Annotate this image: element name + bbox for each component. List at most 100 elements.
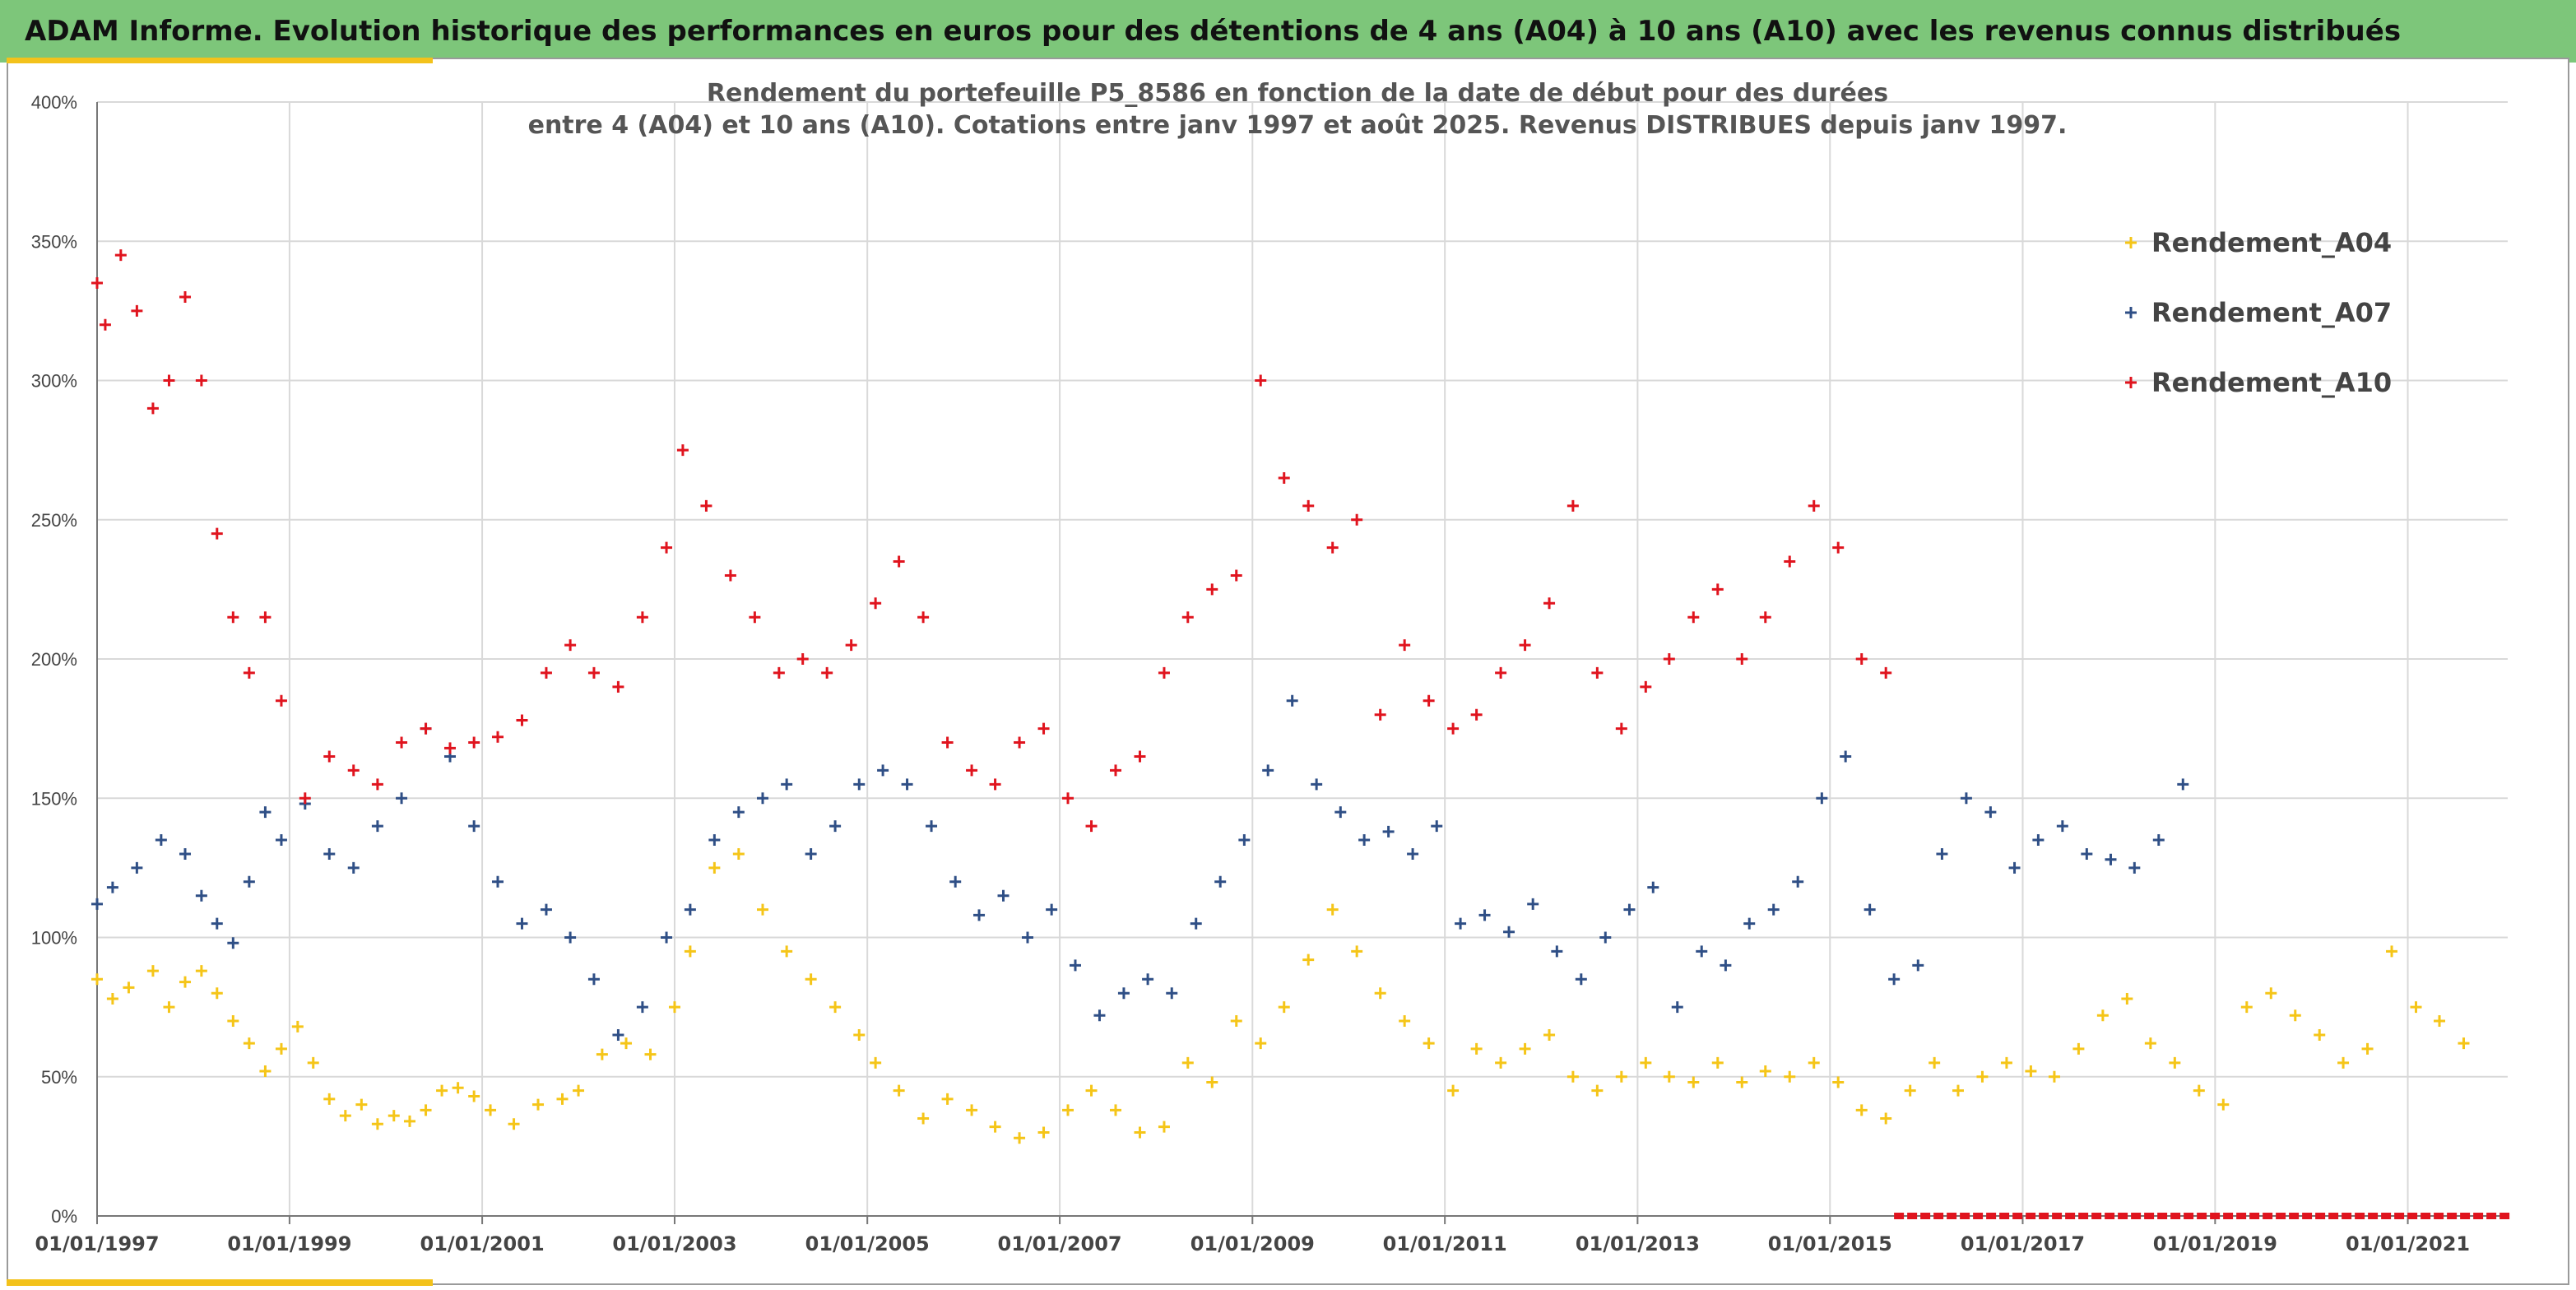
- rendement-a10-point: [1110, 764, 1121, 777]
- rendement-a07-point: [468, 820, 480, 833]
- rendement-a10-point: [1736, 653, 1748, 665]
- rendement-a07-point: [1478, 909, 1491, 921]
- rendement-a04-point: [1423, 1037, 1435, 1050]
- rendement-a10-point: [1037, 722, 1050, 735]
- rendement-a07-point: [131, 861, 143, 874]
- rendement-a07-point: [1166, 987, 1178, 1000]
- rendement-a10-point: [396, 736, 408, 749]
- rendement-a04-point: [853, 1028, 866, 1041]
- rendement-a04-point: [1255, 1037, 1267, 1050]
- rendement-a10-point: [749, 611, 761, 624]
- rendement-a07-point: [1117, 987, 1130, 1000]
- rendement-a07-point: [612, 1028, 624, 1041]
- rendement-a04-point: [106, 992, 118, 1005]
- chart-title-line-2: entre 4 (A04) et 10 ans (A10). Cotations…: [528, 111, 2068, 140]
- rendement-a10-point: [587, 666, 600, 679]
- rendement-a10-point: [323, 750, 336, 763]
- rendement-a07-point: [1262, 764, 1274, 777]
- rendement-a07-point: [853, 778, 866, 791]
- rendement-a10-point: [661, 541, 673, 554]
- rendement-a07-point: [1551, 945, 1563, 958]
- rendement-a04-point: [1808, 1056, 1820, 1069]
- y-tick-label: 0%: [51, 1206, 77, 1227]
- rendement-a04-point: [1110, 1104, 1121, 1116]
- rendement-a10-point: [1808, 499, 1820, 512]
- rendement-a07-point: [1190, 917, 1202, 930]
- rendement-a10-point: [243, 666, 255, 679]
- rendement-a10-point: [1615, 722, 1627, 735]
- rendement-a07-point: [1767, 903, 1780, 916]
- rendement-a10-point: [1447, 722, 1460, 735]
- rendement-a07-point: [1358, 834, 1371, 847]
- rendement-a04-point: [2410, 1001, 2422, 1014]
- rendement-a04-point: [1206, 1076, 1218, 1088]
- rendement-a07-point: [1696, 945, 1708, 958]
- rendement-a10-point: [1085, 820, 1098, 833]
- rendement-a10-point: [612, 680, 624, 693]
- rendement-a07-point: [1142, 973, 1154, 986]
- x-tick-label: 01/01/2013: [1576, 1232, 1700, 1255]
- rendement-a04-point: [485, 1104, 497, 1116]
- rendement-a10-point: [1278, 471, 1290, 484]
- rendement-a04-point: [2217, 1098, 2230, 1111]
- rendement-a04-point: [227, 1015, 239, 1028]
- rendement-a10-point: [371, 778, 383, 791]
- report-banner: ADAM Informe. Evolution historique des p…: [0, 0, 2576, 63]
- rendement-a07-point: [1527, 898, 1539, 910]
- rendement-a10-point: [468, 736, 480, 749]
- rendement-a07-point: [1575, 973, 1587, 986]
- rendement-a07-point: [2081, 847, 2093, 860]
- rendement-a10-point: [1519, 639, 1531, 652]
- rendement-a04-point: [1062, 1104, 1074, 1116]
- chart-grid: [96, 101, 2508, 1217]
- rendement-a04-point: [1374, 987, 1386, 1000]
- rendement-a07-point: [2056, 820, 2068, 833]
- rendement-a04-point: [620, 1037, 633, 1050]
- rendement-a10-point: [1326, 541, 1339, 554]
- rendement-a04-point: [2289, 1009, 2301, 1022]
- rendement-a07-point: [211, 917, 223, 930]
- y-tick-label: 350%: [31, 231, 77, 252]
- rendement-a04-point: [339, 1110, 351, 1122]
- rendement-a10-point: [163, 374, 175, 387]
- x-tick-label: 01/01/2017: [1961, 1232, 2085, 1255]
- rendement-a10-point: [1399, 639, 1411, 652]
- x-tick-label: 01/01/2015: [1768, 1232, 1892, 1255]
- rendement-a10-point: [1206, 583, 1218, 596]
- rendement-a04-point: [1519, 1042, 1531, 1055]
- x-tick-label: 01/01/2021: [2346, 1232, 2470, 1255]
- rendement-a07-point: [564, 931, 577, 944]
- rendement-a10-point: [420, 722, 432, 735]
- chart-title-line-1: Rendement du portefeuille P5_8586 en fon…: [707, 79, 1888, 108]
- rendement-a10-point: [347, 764, 360, 777]
- x-tick-label: 01/01/1999: [227, 1232, 351, 1255]
- rendement-a07-point: [195, 889, 207, 902]
- rendement-a07-point: [708, 834, 721, 847]
- rendement-a07-point: [347, 861, 360, 874]
- rendement-a04-point: [556, 1093, 569, 1105]
- rendement-a04-point: [388, 1110, 400, 1122]
- rendement-a10-point: [1351, 513, 1363, 526]
- rendement-a04-point: [1952, 1084, 1964, 1097]
- rendement-a10-point: [299, 792, 311, 805]
- rendement-a04-point: [532, 1098, 545, 1111]
- rendement-a04-point: [123, 981, 135, 994]
- rendement-a07-point: [1840, 750, 1852, 763]
- rendement-a04-point: [403, 1115, 415, 1127]
- rendement-a04-point: [989, 1121, 1001, 1133]
- rendement-a07-point: [1431, 820, 1443, 833]
- rendement-a07-point: [2177, 778, 2189, 791]
- rendement-a07-point: [973, 909, 986, 921]
- rendement-a04-point: [307, 1056, 319, 1069]
- rendement-a10-point: [941, 736, 954, 749]
- rendement-a04-point: [668, 1001, 680, 1014]
- x-tick-label: 01/01/2003: [612, 1232, 736, 1255]
- x-tick-label: 01/01/2011: [1383, 1232, 1507, 1255]
- rendement-a07-point: [732, 806, 745, 819]
- rendement-a04-point: [829, 1001, 842, 1014]
- rendement-a07-point: [243, 875, 255, 888]
- x-tick-label: 01/01/2001: [420, 1232, 545, 1255]
- rendement-a07-point: [587, 973, 600, 986]
- rendement-a10-point: [724, 569, 736, 582]
- rendement-a04-point: [1447, 1084, 1460, 1097]
